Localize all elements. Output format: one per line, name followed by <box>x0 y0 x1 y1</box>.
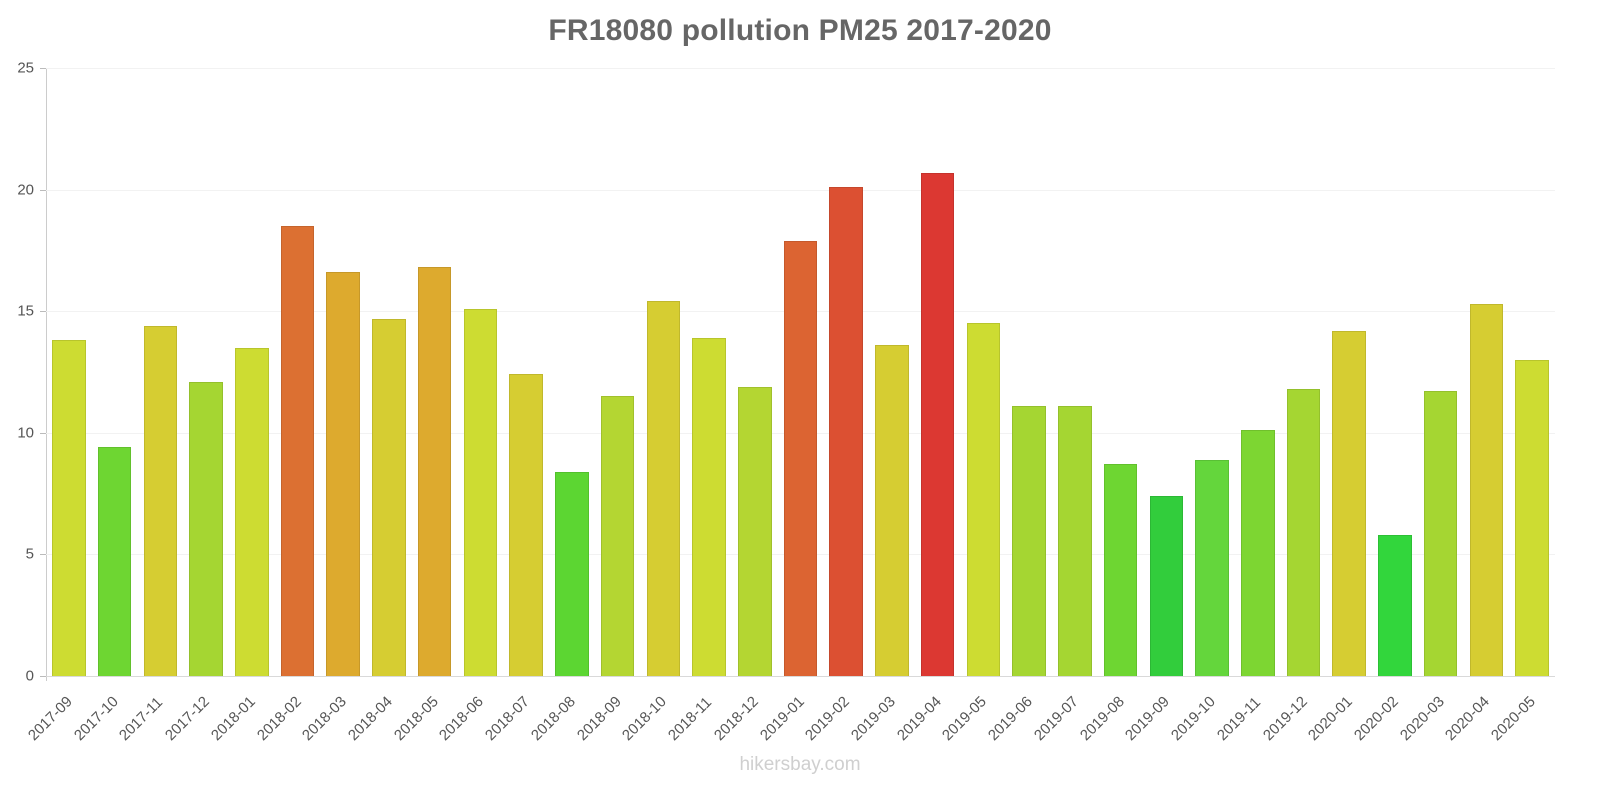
bar[interactable] <box>326 272 361 676</box>
x-axis-tick-label: 2020-03 <box>1396 693 1448 745</box>
y-axis: 0 5 10 15 20 25 <box>0 0 46 800</box>
bar[interactable] <box>1332 330 1367 676</box>
bar[interactable] <box>920 172 955 676</box>
y-axis-tick <box>40 189 46 191</box>
x-axis-tick-label: 2018-10 <box>619 693 671 745</box>
x-axis-tick-label: 2019-04 <box>893 693 945 745</box>
x-axis-tick-label: 2019-05 <box>939 693 991 745</box>
bar[interactable] <box>966 323 1001 676</box>
bar[interactable] <box>1286 389 1321 676</box>
x-axis-tick-label: 2019-09 <box>1122 693 1174 745</box>
bar[interactable] <box>600 396 635 676</box>
bar[interactable] <box>1469 303 1504 676</box>
bar[interactable] <box>1058 406 1092 676</box>
bar[interactable] <box>1149 496 1184 676</box>
y-axis-tick <box>40 311 46 313</box>
x-axis-tick-label: 2018-02 <box>253 693 305 745</box>
y-axis-tick <box>40 68 46 69</box>
y-axis-tick-label: 0 <box>25 667 34 685</box>
plot-area <box>46 68 1555 677</box>
x-axis-tick-label: 2018-05 <box>390 693 442 745</box>
y-axis-tick-label: 15 <box>17 302 34 320</box>
x-axis-tick-label: 2018-06 <box>436 693 488 745</box>
bar[interactable] <box>97 447 132 676</box>
x-axis-tick-label: 2019-11 <box>1213 693 1264 745</box>
y-axis-line <box>46 68 47 681</box>
x-axis-tick-label: 2018-01 <box>207 693 259 745</box>
x-axis-tick-label: 2017-11 <box>116 693 167 745</box>
bar[interactable] <box>372 318 406 676</box>
bar[interactable] <box>783 240 818 676</box>
bar[interactable] <box>829 187 864 676</box>
x-axis-tick-label: 2017-09 <box>24 693 76 745</box>
x-axis-tick-label: 2019-08 <box>1076 693 1128 745</box>
x-axis-tick-label: 2018-08 <box>527 693 579 745</box>
x-axis-tick-label: 2019-03 <box>847 693 899 745</box>
bar[interactable] <box>509 374 543 676</box>
bar[interactable] <box>234 347 269 676</box>
x-axis-tick-label: 2017-12 <box>161 693 213 745</box>
bar[interactable] <box>52 340 86 676</box>
x-axis-tick-label: 2018-07 <box>482 693 533 745</box>
x-axis-tick-label: 2019-02 <box>802 693 854 745</box>
x-axis-tick-label: 2019-01 <box>756 693 808 745</box>
bar[interactable] <box>737 386 772 676</box>
x-axis-tick-label: 2017-10 <box>70 693 122 745</box>
x-axis-tick-label: 2018-09 <box>573 693 625 745</box>
x-axis-tick-label: 2020-02 <box>1350 693 1402 745</box>
bar[interactable] <box>1240 430 1275 676</box>
gridline <box>46 68 1555 69</box>
bar[interactable] <box>1195 459 1229 676</box>
chart-title: FR18080 pollution PM25 2017-2020 <box>548 14 1052 47</box>
y-axis-tick-label: 25 <box>17 59 34 77</box>
bar[interactable] <box>280 226 315 676</box>
x-axis-tick-label: 2020-04 <box>1442 693 1494 745</box>
x-axis-tick-label: 2018-11 <box>664 693 716 745</box>
bar-series <box>46 68 1555 676</box>
bar[interactable] <box>143 325 178 676</box>
x-axis-tick-label: 2018-04 <box>344 693 396 745</box>
x-axis-tick-label: 2019-10 <box>1167 693 1219 745</box>
y-axis-tick <box>40 554 46 556</box>
bar[interactable] <box>1515 359 1549 676</box>
gridline <box>46 676 1555 677</box>
bar[interactable] <box>189 381 223 676</box>
bar[interactable] <box>1012 406 1046 676</box>
bar[interactable] <box>875 345 909 676</box>
bar[interactable] <box>692 337 726 676</box>
y-axis-tick-label: 20 <box>17 181 34 199</box>
x-axis-tick-label: 2020-01 <box>1305 693 1357 745</box>
bar[interactable] <box>1423 391 1458 676</box>
y-axis-tick <box>40 432 46 434</box>
x-axis-tick-label: 2019-06 <box>985 693 1036 745</box>
bar[interactable] <box>1378 534 1412 676</box>
bar[interactable] <box>555 471 589 676</box>
x-axis-tick-label: 2019-07 <box>1030 693 1082 745</box>
x-axis-tick-label: 2018-12 <box>710 693 762 745</box>
bar[interactable] <box>1103 464 1138 676</box>
source-watermark: hikersbay.com <box>739 754 861 775</box>
y-axis-tick-label: 5 <box>25 545 34 563</box>
bar[interactable] <box>646 301 681 676</box>
y-axis-tick <box>40 676 46 677</box>
y-axis-tick-label: 10 <box>17 424 34 442</box>
bar[interactable] <box>463 308 498 676</box>
gridline <box>46 189 1555 191</box>
bar[interactable] <box>417 267 452 676</box>
x-axis-tick-label: 2019-12 <box>1259 693 1311 745</box>
x-axis-tick-label: 2020-05 <box>1488 693 1539 745</box>
x-axis-tick-label: 2018-03 <box>299 693 351 745</box>
